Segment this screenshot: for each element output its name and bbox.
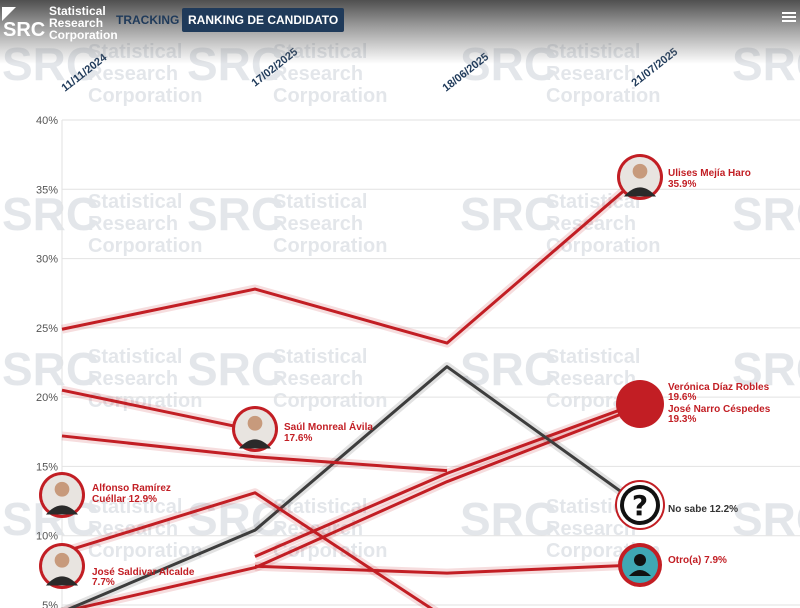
watermark-line: Statistical [88,191,182,213]
watermark-abbr: SRC [732,493,800,545]
series-line[interactable] [62,365,641,608]
series-line[interactable] [61,491,447,608]
avatar-alfonso-ramirez-cuellar[interactable] [39,472,85,518]
src-logo-text: Statistical Research Corporation [49,5,118,41]
watermark-abbr: SRC [2,188,99,240]
y-tick-label: 20% [36,392,58,404]
grid-lines [61,119,800,608]
watermark-line: Research [546,63,636,85]
label-veronica-name: Verónica Díaz Robles [668,382,770,393]
y-tick-label: 15% [36,461,58,473]
series-line[interactable] [254,401,641,558]
watermark-line: Statistical [273,191,367,213]
y-tick-label: 30% [36,254,58,266]
marker-diaz-narro[interactable] [616,380,664,428]
logo-line-3: Corporation [49,28,118,42]
label-saldivar-value: 7.7% [92,577,115,588]
marker-no-sabe[interactable]: ? [615,480,665,530]
label-no-sabe: No sabe 12.2% [668,504,738,515]
logo-line-2: Research [49,16,104,30]
watermark-line: Research [88,368,178,390]
label-ulises-name: Ulises Mejía Haro [668,168,751,179]
watermark-line: Statistical [88,346,182,368]
y-tick-label: 5% [42,600,58,608]
watermark-abbr: SRC [187,343,284,395]
avatar-ulises-mejia-haro[interactable] [617,154,663,200]
watermark-line: Corporation [88,85,202,107]
watermark-line: Research [546,213,636,235]
series-line[interactable] [61,434,448,473]
avatar-jose-saldivar-alcalde[interactable] [39,543,85,589]
watermark-line: Corporation [273,235,387,257]
label-otro: Otro(a) 7.9% [668,555,727,566]
watermark-line: Research [273,368,363,390]
y-tick-label: 10% [36,531,58,543]
tab-ranking-de-candidato[interactable]: RANKING DE CANDIDATO [182,8,345,32]
label-saul-value: 17.6% [284,433,312,444]
y-tick-label: 35% [36,184,58,196]
avatar-saul-monreal-avila[interactable] [232,406,278,452]
label-ulises-value: 35.9% [668,179,696,190]
watermark-abbr: SRC [732,343,800,395]
watermark-line: Corporation [546,235,660,257]
label-alfonso-value: Cuéllar 12.9% [92,494,157,505]
hamburger-menu-icon[interactable] [782,10,796,24]
src-logo-mark-icon: SRC [2,7,47,41]
person-icon [629,570,651,576]
watermark-line: Research [546,518,636,540]
watermark-line: Research [273,213,363,235]
label-saldivar-name: José Saldivar Alcalde [92,567,195,578]
watermark-abbr: SRC [460,493,557,545]
header-bar [0,0,800,64]
watermark-line: Corporation [273,390,387,412]
watermark-line: Corporation [546,85,660,107]
watermark-line: Statistical [88,496,182,518]
watermark-line: Statistical [273,346,367,368]
marker-otro[interactable] [618,543,662,587]
series-line[interactable] [254,563,641,575]
watermark-line: Research [88,63,178,85]
watermark-line: Corporation [88,235,202,257]
series-line[interactable] [61,175,641,345]
watermark-line: Research [546,368,636,390]
y-tick-label: 40% [36,115,58,127]
series-line[interactable] [62,405,641,608]
watermark-line: Corporation [273,85,387,107]
watermark-abbr: SRC [460,188,557,240]
question-mark-icon: ? [632,489,648,522]
label-veronica-value: 19.6% [668,392,696,403]
watermark-abbr: SRC [2,343,99,395]
label-saul-name: Saúl Monreal Ávila [284,420,373,433]
series-lines [60,173,643,608]
src-logo-abbr: SRC [3,19,45,39]
logo-line-1: Statistical [49,4,106,18]
y-axis: 5% 10% 15% 20% 25% 30% 35% 40% [36,115,58,608]
label-narro-value: 19.3% [668,414,696,425]
watermark-line: Research [88,213,178,235]
watermark-line: Research [273,63,363,85]
watermark-line: Corporation [88,390,202,412]
label-narro-name: José Narro Céspedes [668,404,771,415]
tab-tracking[interactable]: TRACKING [116,13,180,27]
watermark-line: Statistical [546,346,640,368]
src-logo[interactable]: SRC Statistical Research Corporation [2,3,122,43]
watermark-abbr: SRC [187,188,284,240]
watermark-line: Statistical [273,496,367,518]
watermark-abbr: SRC [732,188,800,240]
label-alfonso-name: Alfonso Ramírez [92,483,171,494]
series-line[interactable] [61,388,256,432]
watermark-line: Corporation [88,540,202,562]
y-tick-label: 25% [36,323,58,335]
